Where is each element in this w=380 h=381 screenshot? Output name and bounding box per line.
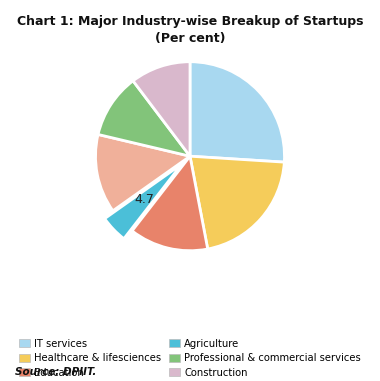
Text: Source: DPIIT.: Source: DPIIT. — [15, 367, 97, 377]
Wedge shape — [133, 62, 190, 156]
Wedge shape — [132, 156, 208, 251]
Legend: IT services, Healthcare & lifesciences, Education, Food & beverages, Agriculture: IT services, Healthcare & lifesciences, … — [19, 339, 361, 381]
Wedge shape — [190, 156, 284, 249]
Wedge shape — [98, 81, 190, 156]
Text: Chart 1: Major Industry-wise Breakup of Startups
(Per cent): Chart 1: Major Industry-wise Breakup of … — [17, 15, 363, 45]
Wedge shape — [95, 134, 190, 211]
Wedge shape — [105, 164, 182, 239]
Text: 4.7: 4.7 — [134, 194, 154, 207]
Wedge shape — [190, 62, 285, 162]
